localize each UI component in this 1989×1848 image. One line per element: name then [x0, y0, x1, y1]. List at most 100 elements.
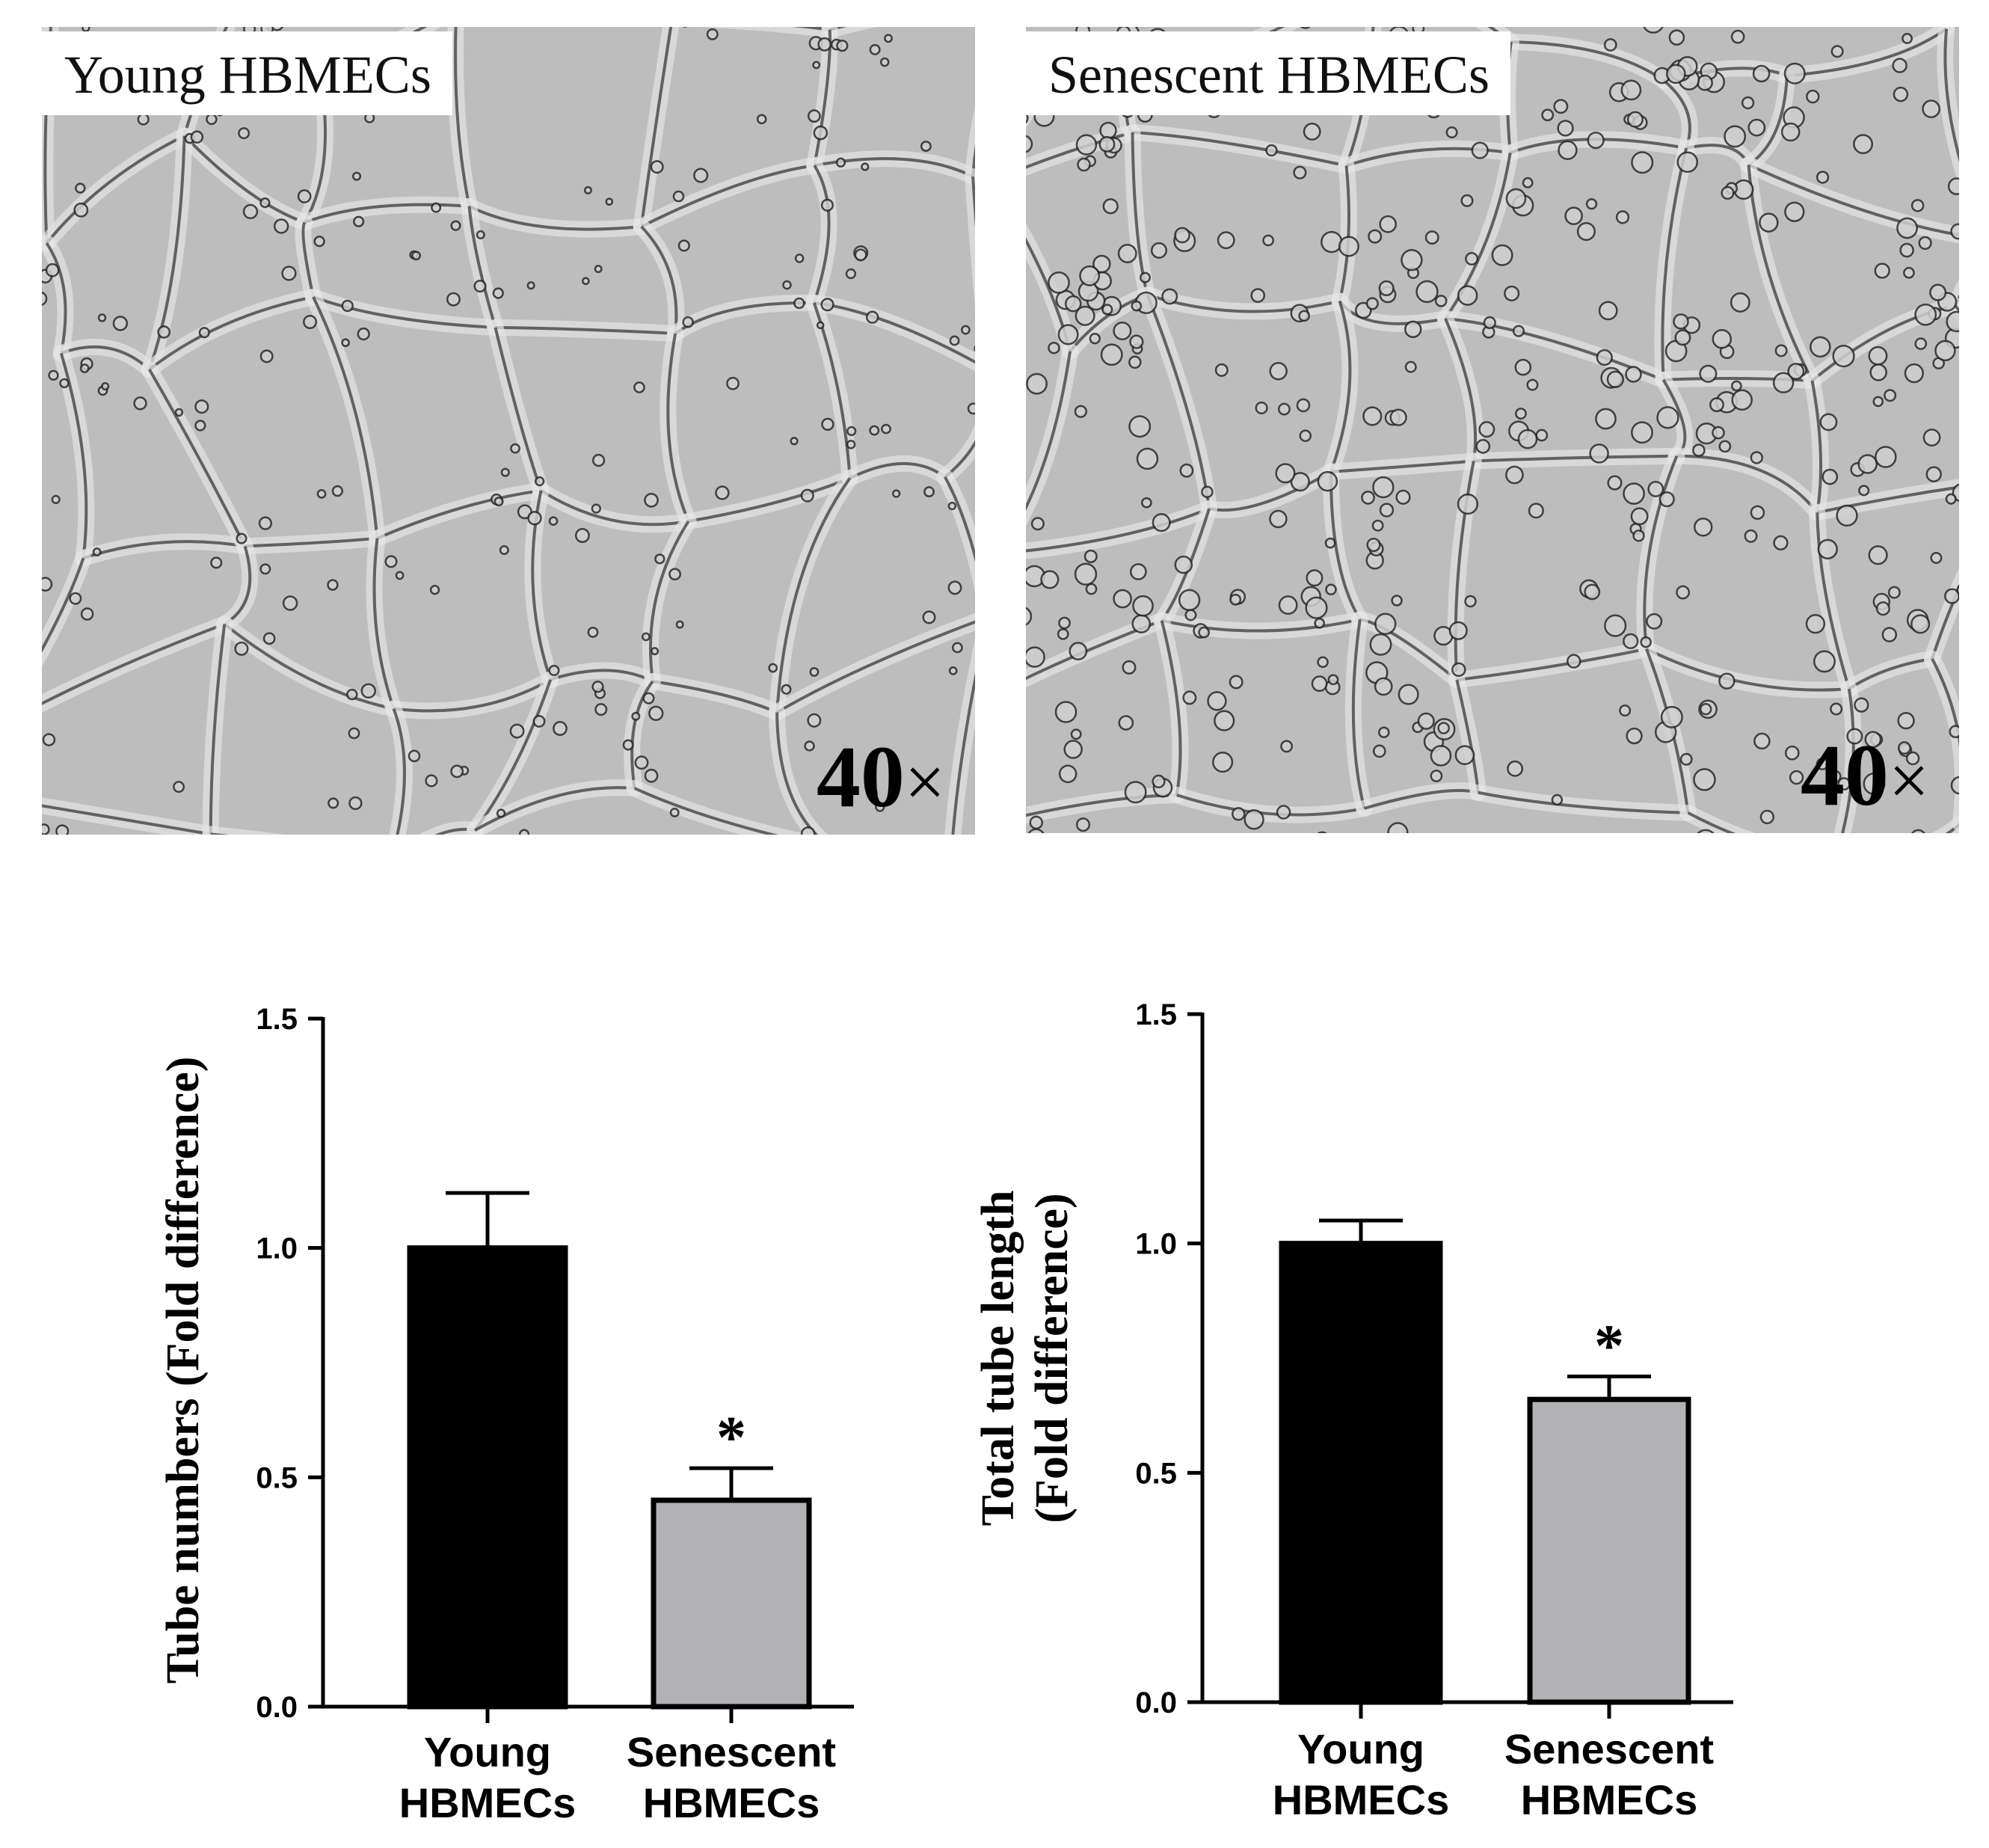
cell-tube-edge — [1510, 40, 1665, 82]
cell — [1712, 328, 1733, 349]
cell — [820, 298, 834, 312]
cell — [1750, 505, 1765, 521]
cell — [1058, 764, 1077, 784]
cell — [1863, 772, 1886, 795]
cell-tube-edge — [1747, 76, 1789, 167]
cell — [1945, 493, 1957, 505]
cell — [532, 715, 546, 728]
cell-tube-edge — [473, 679, 553, 832]
cell — [348, 727, 360, 740]
cell — [1922, 99, 1940, 118]
cell — [1131, 614, 1152, 633]
cell — [518, 829, 530, 835]
cell — [1816, 171, 1830, 184]
cell — [1505, 465, 1524, 485]
cell-tube-edge — [1132, 131, 1347, 168]
chart-1-y-tick-label: 1.5 — [256, 1003, 298, 1036]
cell — [1551, 793, 1564, 806]
cell — [583, 185, 592, 194]
cell — [1626, 111, 1644, 128]
cell — [869, 43, 881, 55]
chart-2-significance-2: * — [1594, 1314, 1624, 1380]
cell — [1124, 781, 1147, 804]
cell — [1077, 157, 1091, 172]
cell — [1596, 349, 1613, 366]
cell-tube-edge — [1208, 470, 1332, 512]
cell — [1604, 614, 1627, 637]
cell — [669, 807, 680, 817]
cell — [1174, 227, 1190, 244]
cell — [835, 157, 846, 168]
cell — [1117, 244, 1137, 263]
cell-tube-edge — [1816, 512, 1851, 690]
cell — [1457, 285, 1478, 306]
cell — [1535, 429, 1549, 442]
cell — [1712, 426, 1725, 440]
cell — [59, 378, 70, 389]
cell — [282, 595, 298, 611]
cell — [194, 420, 206, 432]
cell-tube-edge — [550, 669, 654, 683]
cell — [1896, 217, 1918, 239]
cell — [1620, 79, 1642, 101]
cell — [1934, 340, 1956, 362]
cell — [259, 197, 271, 209]
cell — [92, 547, 102, 556]
cell — [668, 568, 681, 581]
cell — [1475, 438, 1491, 454]
cell — [425, 774, 438, 788]
cell — [1724, 125, 1747, 148]
cell — [328, 797, 339, 809]
cell — [1430, 745, 1452, 767]
chart-1-bar-2 — [651, 1497, 812, 1710]
cell — [1140, 497, 1152, 509]
cell — [1626, 727, 1643, 745]
cell — [1306, 569, 1324, 587]
cell — [1625, 366, 1642, 383]
cell — [348, 796, 363, 811]
cell-tube-edge — [467, 206, 497, 328]
cell — [1275, 463, 1296, 484]
cell — [1491, 244, 1513, 266]
cell — [526, 281, 535, 290]
cell-tube-edge — [1330, 459, 1474, 473]
cell — [1026, 646, 1045, 668]
cell — [1296, 398, 1311, 413]
cell — [450, 764, 464, 779]
cell — [1810, 336, 1831, 358]
cell — [1514, 408, 1527, 420]
cell — [866, 788, 878, 799]
cell — [1030, 517, 1045, 531]
cell — [846, 440, 856, 449]
cell — [816, 321, 825, 330]
cell — [1805, 613, 1826, 634]
cell — [55, 824, 70, 835]
cell — [605, 197, 614, 206]
cell — [1269, 509, 1288, 529]
cell — [331, 485, 344, 497]
cell — [1085, 583, 1098, 595]
cell-tube-edge — [495, 325, 676, 335]
cell — [1099, 121, 1117, 140]
cell-tube-edge — [1848, 657, 1933, 690]
cell — [1368, 229, 1383, 244]
cell — [1303, 123, 1321, 141]
cell — [1417, 712, 1435, 730]
cell — [1585, 197, 1598, 210]
cell — [429, 584, 440, 595]
cell — [651, 647, 660, 656]
cell — [1128, 415, 1152, 438]
cell — [313, 236, 325, 248]
cell — [1899, 242, 1914, 258]
cell — [1029, 815, 1044, 830]
cell — [75, 182, 86, 194]
cell-tube-edge — [1444, 318, 1478, 461]
cell — [1026, 607, 1033, 626]
cell — [1214, 710, 1235, 731]
cell-tube-edge — [1810, 380, 1822, 513]
cell — [73, 202, 89, 218]
cell — [1640, 636, 1652, 648]
cell-tube-edge — [1160, 620, 1182, 796]
cell — [1128, 355, 1142, 369]
cell — [869, 425, 880, 436]
